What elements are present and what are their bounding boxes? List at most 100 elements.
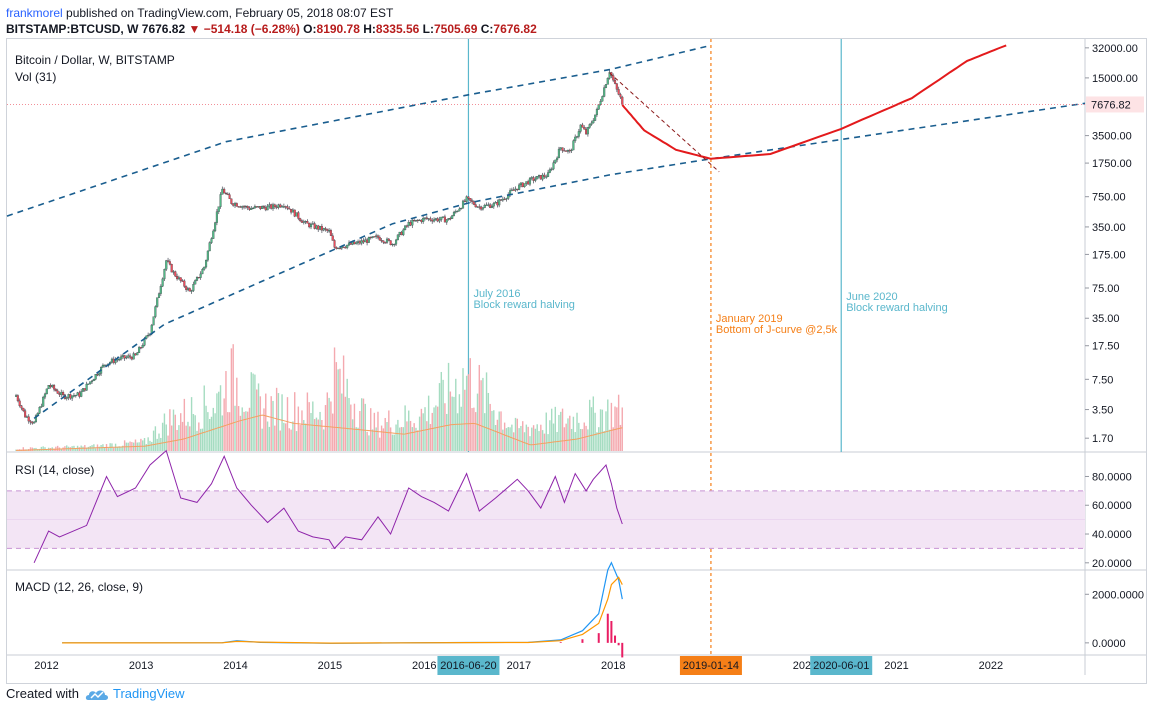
- price-axis-label: 350.00: [1092, 222, 1126, 234]
- volume-bar: [174, 414, 176, 451]
- rsi-axis-label: 80.0000: [1092, 471, 1132, 483]
- volume-bar: [370, 408, 372, 451]
- candle-body: [427, 218, 430, 220]
- volume-bar: [277, 393, 280, 451]
- candle-body: [129, 355, 132, 358]
- candle-body: [398, 231, 401, 236]
- volume-bar: [170, 425, 173, 451]
- candle-body: [65, 397, 68, 399]
- candle-body: [96, 374, 99, 376]
- volume-bar: [342, 355, 345, 451]
- volume-bar: [78, 447, 81, 451]
- candle-body: [367, 237, 370, 243]
- time-axis-label: 2015: [318, 660, 342, 672]
- candle-body: [353, 241, 356, 245]
- candle-body: [445, 219, 448, 223]
- volume-bar: [167, 435, 169, 451]
- macd-histogram-bar: [597, 633, 600, 643]
- volume-bar: [234, 405, 236, 451]
- volume-bar: [263, 408, 265, 451]
- candle-body: [228, 194, 231, 199]
- volume-bar: [474, 412, 477, 451]
- volume-bar: [619, 424, 622, 451]
- candle-body: [460, 207, 463, 210]
- candle-body: [306, 221, 309, 224]
- author-link[interactable]: frankmorel: [6, 6, 63, 20]
- volume-bar: [440, 371, 443, 451]
- volume-bar: [243, 411, 245, 451]
- candle-body: [344, 247, 347, 249]
- volume-bar: [219, 385, 222, 451]
- volume-bar: [373, 412, 376, 451]
- volume-bar: [395, 424, 397, 451]
- candle-body: [431, 219, 434, 222]
- candle-body: [20, 405, 23, 409]
- volume-bar: [592, 396, 595, 451]
- volume-bar: [426, 421, 428, 451]
- volume-bar: [409, 420, 412, 451]
- candle-body: [281, 206, 284, 208]
- candle-body: [288, 208, 291, 210]
- candle-body: [337, 247, 340, 249]
- grid-layer: [7, 39, 1146, 675]
- volume-bar: [326, 392, 328, 451]
- volume-bar: [520, 425, 522, 451]
- candle-body: [458, 208, 461, 212]
- volume-bar: [250, 372, 252, 451]
- volume-bar: [248, 407, 251, 451]
- candle-body: [43, 393, 47, 398]
- candle-body: [219, 194, 222, 207]
- candle-body: [494, 201, 497, 204]
- candle-body: [355, 242, 358, 245]
- candle-body: [268, 204, 271, 207]
- volume-ma-line: [16, 414, 623, 451]
- candle-body: [373, 236, 376, 238]
- volume-bar: [66, 445, 68, 451]
- volume-bar: [482, 377, 484, 451]
- candle-body: [205, 259, 208, 268]
- tradingview-brand-link[interactable]: TradingView: [112, 686, 185, 701]
- volume-bar: [143, 438, 146, 451]
- candle-body: [519, 182, 522, 186]
- volume-bar: [279, 430, 281, 451]
- j-curve-line: [621, 44, 1007, 160]
- volume-bar: [230, 348, 233, 451]
- candle-body: [487, 204, 490, 206]
- macd-histogram-bar: [610, 621, 613, 643]
- candle-body: [534, 178, 537, 181]
- volume-bar: [140, 438, 142, 451]
- volume-bar: [400, 427, 403, 451]
- volume-bar: [462, 368, 464, 451]
- last-price-label: 7676.82: [1091, 99, 1131, 111]
- volume-bar: [160, 437, 162, 451]
- volume-indicator-label: Vol (31): [15, 70, 56, 84]
- high-label: H:: [363, 22, 376, 36]
- candle-body: [342, 246, 345, 248]
- volume-bar: [198, 422, 200, 451]
- macd-pane: [62, 561, 624, 658]
- volume-bar: [612, 427, 614, 451]
- volume-bar: [545, 412, 547, 451]
- candle-body: [387, 238, 390, 241]
- price-axis-label: 32000.00: [1092, 43, 1138, 55]
- volume-bar: [223, 398, 225, 451]
- candle-body: [167, 260, 170, 262]
- candle-body: [295, 212, 298, 217]
- candle-body: [358, 241, 361, 244]
- volume-bar: [487, 392, 490, 451]
- volume-bar: [393, 434, 395, 451]
- volume-bar: [348, 398, 350, 451]
- volume-bar: [610, 402, 613, 451]
- candle-body: [190, 290, 193, 292]
- volume-bar: [484, 413, 486, 451]
- candle-body: [286, 206, 289, 209]
- axes-layer: 32000.00 15000.00 3500.00 1750.00 750.00 350.…: [34, 43, 1144, 675]
- volume-bar: [552, 423, 555, 451]
- volume-bar: [360, 398, 363, 451]
- volume-bar: [406, 421, 408, 451]
- candle-body: [568, 150, 571, 152]
- candle-body: [24, 410, 27, 418]
- volume-bar: [303, 420, 305, 451]
- volume-bar: [333, 347, 336, 451]
